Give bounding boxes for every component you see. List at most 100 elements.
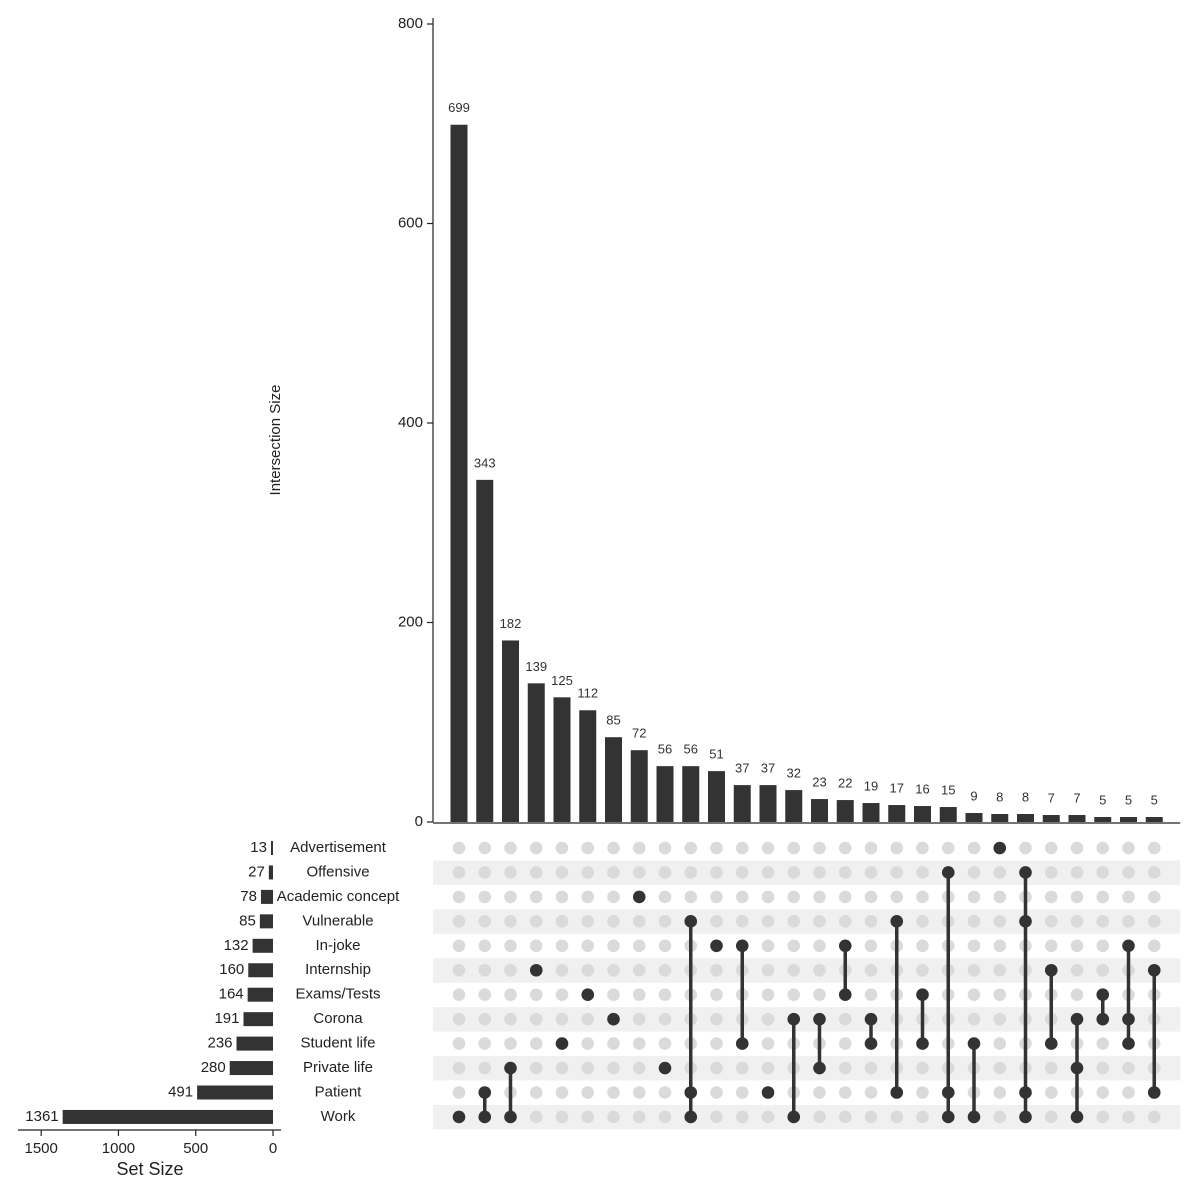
set-bar bbox=[248, 963, 273, 978]
set-label: Advertisement bbox=[290, 839, 387, 856]
set-bar bbox=[243, 1012, 273, 1027]
inactive-dot bbox=[916, 939, 929, 953]
inactive-dot bbox=[529, 890, 543, 904]
inactive-dot bbox=[581, 866, 595, 879]
inactive-dot bbox=[813, 1086, 826, 1099]
inactive-dot bbox=[581, 1037, 595, 1050]
inactive-dot bbox=[607, 939, 620, 953]
inactive-dot bbox=[813, 890, 826, 904]
inactive-dot bbox=[607, 988, 620, 1001]
inactive-dot bbox=[787, 988, 801, 1001]
inactive-dot bbox=[710, 866, 723, 879]
inactive-dot bbox=[1070, 866, 1084, 879]
set-label: Patient bbox=[315, 1083, 363, 1100]
inactive-dot bbox=[658, 890, 672, 904]
value-label: 16 bbox=[915, 781, 929, 796]
inactive-dot bbox=[710, 1037, 723, 1050]
value-label: 5 bbox=[1125, 792, 1132, 807]
inactive-dot bbox=[607, 1086, 620, 1099]
active-dot bbox=[787, 1110, 801, 1124]
inactive-dot bbox=[967, 866, 981, 879]
x-tick-label: 500 bbox=[183, 1140, 208, 1157]
inactive-dot bbox=[581, 1086, 595, 1099]
inactive-dot bbox=[555, 988, 569, 1001]
active-dot bbox=[1019, 866, 1032, 879]
bar bbox=[1145, 817, 1163, 822]
bar bbox=[1042, 815, 1060, 822]
inactive-dot bbox=[632, 1012, 646, 1026]
inactive-dot bbox=[864, 939, 878, 953]
inactive-dot bbox=[967, 915, 981, 928]
y-tick-label: 800 bbox=[398, 15, 423, 32]
inactive-dot bbox=[1096, 963, 1110, 977]
bar bbox=[579, 710, 597, 822]
inactive-dot bbox=[787, 939, 801, 953]
set-label: In-joke bbox=[315, 937, 360, 954]
inactive-dot bbox=[632, 915, 646, 928]
active-dot bbox=[761, 1086, 775, 1099]
value-label: 56 bbox=[658, 742, 672, 757]
inactive-dot bbox=[581, 890, 595, 904]
bar bbox=[965, 813, 983, 822]
inactive-dot bbox=[504, 1037, 517, 1050]
inactive-dot bbox=[864, 1110, 878, 1124]
inactive-dot bbox=[504, 841, 517, 855]
active-dot bbox=[1147, 963, 1161, 977]
inactive-dot bbox=[838, 1012, 852, 1026]
inactive-dot bbox=[864, 988, 878, 1001]
inactive-dot bbox=[581, 915, 595, 928]
inactive-dot bbox=[967, 963, 981, 977]
value-label: 85 bbox=[606, 713, 620, 728]
inactive-dot bbox=[607, 963, 620, 977]
inactive-dot bbox=[1044, 1086, 1058, 1099]
inactive-dot bbox=[658, 1012, 672, 1026]
inactive-dot bbox=[1096, 939, 1110, 953]
inactive-dot bbox=[607, 1037, 620, 1050]
inactive-dot bbox=[967, 890, 981, 904]
active-dot bbox=[684, 1110, 698, 1124]
inactive-dot bbox=[581, 841, 595, 855]
inactive-dot bbox=[658, 1086, 672, 1099]
inactive-dot bbox=[555, 1061, 569, 1075]
inactive-dot bbox=[504, 1012, 517, 1026]
inactive-dot bbox=[864, 1061, 878, 1075]
inactive-dot bbox=[1122, 1086, 1135, 1099]
row-stripe bbox=[433, 1007, 1181, 1032]
inactive-dot bbox=[916, 841, 929, 855]
inactive-dot bbox=[1044, 939, 1058, 953]
inactive-dot bbox=[478, 1012, 492, 1026]
value-label: 19 bbox=[864, 778, 878, 793]
value-label: 8 bbox=[996, 789, 1003, 804]
inactive-dot bbox=[993, 963, 1007, 977]
inactive-dot bbox=[1070, 963, 1084, 977]
inactive-dot bbox=[993, 1086, 1007, 1099]
inactive-dot bbox=[452, 1037, 466, 1050]
set-value-label: 191 bbox=[214, 1010, 239, 1027]
inactive-dot bbox=[478, 915, 492, 928]
inactive-dot bbox=[890, 866, 904, 879]
set-bar bbox=[247, 987, 273, 1002]
inactive-dot bbox=[632, 1061, 646, 1075]
active-dot bbox=[1019, 1110, 1032, 1124]
active-dot bbox=[838, 939, 852, 953]
inactive-dot bbox=[1122, 1061, 1135, 1075]
inactive-dot bbox=[529, 866, 543, 879]
bar bbox=[836, 800, 854, 822]
bar bbox=[708, 771, 725, 822]
set-label: Work bbox=[321, 1108, 356, 1125]
inactive-dot bbox=[1147, 841, 1161, 855]
set-bar bbox=[260, 889, 273, 904]
inactive-dot bbox=[916, 1086, 929, 1099]
inactive-dot bbox=[555, 963, 569, 977]
inactive-dot bbox=[529, 939, 543, 953]
bar bbox=[733, 785, 751, 822]
active-dot bbox=[1122, 939, 1135, 953]
inactive-dot bbox=[761, 963, 775, 977]
inactive-dot bbox=[1147, 1110, 1161, 1124]
inactive-dot bbox=[735, 1110, 749, 1124]
active-dot bbox=[916, 1037, 929, 1050]
x-tick-label: 0 bbox=[269, 1140, 277, 1157]
active-dot bbox=[1122, 1012, 1135, 1026]
active-dot bbox=[1070, 1012, 1084, 1026]
set-bar bbox=[62, 1109, 273, 1124]
